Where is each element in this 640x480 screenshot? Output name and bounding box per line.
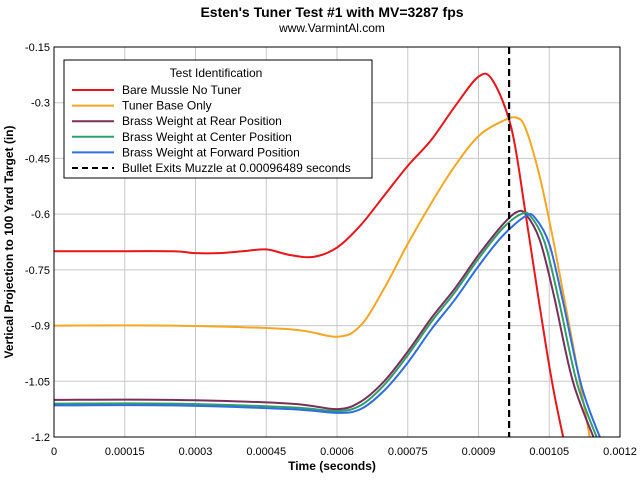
y-tick-label: -0.75: [25, 265, 50, 277]
series-line-5: [54, 213, 601, 437]
series-layer: [54, 72, 601, 437]
y-tick-label: -0.6: [31, 209, 50, 221]
y-tick-label: -0.3: [31, 98, 50, 110]
x-tick-label: 0.00105: [529, 446, 569, 458]
legend-label: Bullet Exits Muzzle at 0.00096489 second…: [122, 161, 351, 175]
plot-frame: [53, 46, 621, 438]
series-line-2: [54, 116, 591, 437]
legend-label: Brass Weight at Rear Position: [122, 114, 282, 128]
legend-label: Tuner Base Only: [122, 99, 212, 113]
legend-label: Bare Mussle No Tuner: [122, 83, 241, 97]
legend-label: Brass Weight at Center Position: [122, 130, 292, 144]
y-tick-label: -1.05: [25, 376, 50, 388]
x-tick-labels: 0 0.00015 0.0003 0.00045 0.0006 0.00075 0.0009…: [51, 446, 637, 458]
legend-box: [63, 59, 373, 179]
x-tick-label: 0.0006: [320, 446, 354, 458]
x-tick-label: 0.00045: [246, 446, 286, 458]
y-tick-labels: -0.15 -0.3 -0.45 -0.6 -0.75 -0.9 -1.05 -1.2: [25, 42, 50, 444]
y-tick-label: -0.9: [31, 321, 50, 333]
x-tick-label: 0.0009: [462, 446, 496, 458]
x-tick-label: 0.00075: [388, 446, 428, 458]
legend-title: Test Identification: [170, 66, 263, 80]
x-tick-label: 0: [51, 446, 57, 458]
y-tick-label: -0.45: [25, 153, 50, 165]
x-tick-label: 0.0012: [603, 446, 637, 458]
legend-label: Brass Weight at Forward Position: [122, 145, 300, 159]
series-line-3: [54, 209, 595, 437]
legend: Test Identification Bare Mussle No Tuner…: [63, 59, 373, 179]
x-tick-label: 0.00015: [105, 446, 145, 458]
y-tick-label: -1.2: [31, 432, 50, 444]
chart-subtitle: www.VarmintAl.com: [278, 21, 385, 35]
y-tick-label: -0.15: [25, 42, 50, 54]
series-line-4: [54, 211, 598, 437]
x-axis-label: Time (seconds): [288, 459, 376, 473]
x-tick-label: 0.0003: [179, 446, 213, 458]
y-axis-label: Vertical Projection to 100 Yard Target (…: [2, 126, 16, 359]
chart-title: Esten's Tuner Test #1 with MV=3287 fps: [200, 4, 463, 20]
